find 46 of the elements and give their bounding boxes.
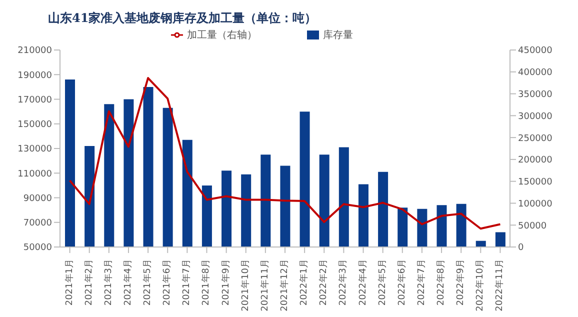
y-tick-label: 130000 (18, 144, 52, 155)
y-tick-label: 190000 (18, 70, 52, 81)
x-tick-label: 2022年10月 (474, 259, 486, 312)
y2-tick-label: 250000 (518, 134, 553, 144)
x-tick-label: 2021年8月 (200, 259, 212, 306)
x-tick-label: 2022年3月 (338, 259, 349, 306)
x-tick-label: 2021年12月 (279, 259, 290, 312)
legend-label: 库存量 (323, 30, 353, 41)
y2-tick-label: 350000 (518, 90, 553, 100)
x-tick-label: 2022年8月 (436, 259, 447, 306)
x-tick-label: 2021年10月 (240, 259, 251, 312)
x-tick-label: 2022年7月 (416, 259, 427, 306)
y2-tick-label: 150000 (518, 178, 553, 188)
x-tick-label: 2021年1月 (64, 259, 75, 306)
x-tick-label: 2022年11月 (494, 259, 506, 312)
line-series (68, 77, 502, 230)
y2-tick-label: 200000 (518, 156, 553, 166)
y2-tick-label: 450000 (518, 46, 553, 56)
x-tick-label: 2022年1月 (298, 259, 310, 306)
y-tick-label: 50000 (23, 243, 52, 254)
x-tick-label: 2021年2月 (83, 259, 94, 306)
y2-tick-label: 100000 (518, 199, 553, 210)
x-tick-label: 2021年9月 (220, 259, 232, 306)
x-tick-label: 2021年3月 (102, 259, 114, 306)
x-tick-label: 2021年5月 (142, 259, 154, 306)
x-tick-label: 2022年4月 (357, 259, 368, 306)
x-tick-label: 2021年4月 (122, 259, 134, 306)
y-tick-label: 150000 (18, 120, 52, 130)
y2-tick-label: 400000 (518, 68, 553, 78)
x-tick-label: 2021年11月 (259, 259, 270, 312)
x-tick-label: 2022年5月 (376, 259, 388, 306)
y-tick-label: 210000 (18, 46, 52, 56)
y-tick-label: 110000 (18, 169, 52, 180)
x-tick-label: 2022年9月 (455, 259, 466, 306)
y2-tick-label: 300000 (518, 112, 553, 122)
x-tick-label: 2021年7月 (181, 259, 192, 306)
y-tick-label: 90000 (23, 194, 52, 204)
y2-tick-label: 0 (518, 243, 524, 254)
x-tick-label: 2021年6月 (162, 259, 173, 306)
x-tick-label: 2022年6月 (396, 259, 408, 306)
legend-label: 加工量（右轴） (187, 30, 257, 41)
y2-tick-label: 50000 (518, 221, 547, 232)
x-tick-label: 2022年2月 (318, 259, 330, 306)
chart-title: 山东41家准入基地废钢库存及加工量（单位：吨） (47, 10, 318, 27)
y-tick-label: 70000 (23, 218, 52, 229)
y-tick-label: 170000 (18, 95, 52, 106)
